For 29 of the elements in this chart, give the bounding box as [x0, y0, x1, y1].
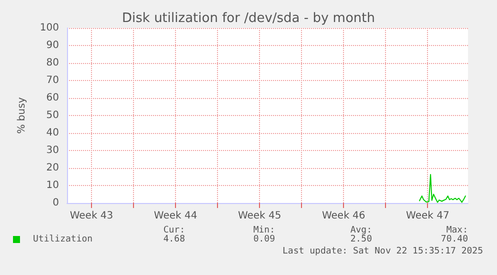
y-tick-label: 10 — [46, 180, 59, 191]
text: Avg: — [350, 226, 372, 236]
x-tick-label: Week 43 — [70, 210, 114, 222]
text: Max: — [446, 226, 468, 236]
text: Min: — [253, 226, 275, 236]
text: 70.40 — [440, 234, 468, 244]
x-tick-label: Week 46 — [322, 210, 366, 222]
chart-title: Disk utilization for /dev/sda - by month — [122, 11, 375, 26]
text: 0.09 — [253, 234, 275, 244]
x-tick-label: Week 45 — [238, 210, 282, 222]
text: Last update: Sat Nov 22 15:35:17 2025 — [282, 246, 483, 256]
y-tick-label: 40 — [46, 128, 59, 138]
y-tick-label: 90 — [46, 40, 59, 51]
y-tick-label: 0 — [52, 198, 59, 208]
legend-label: Utilization — [33, 234, 93, 244]
line-series — [418, 174, 466, 203]
y-tick-label: 70 — [46, 75, 59, 86]
y-tick-label: 80 — [46, 58, 59, 68]
y-tick-label: 50 — [46, 110, 59, 121]
y-tick-label: 60 — [46, 92, 59, 104]
y-tick-label: 100 — [40, 22, 59, 34]
text: Cur: — [163, 226, 185, 236]
x-tick-label: Week 44 — [154, 210, 198, 222]
y-tick-label: 30 — [46, 145, 59, 156]
y-tick-label: 20 — [46, 162, 59, 174]
text: 2.50 — [350, 234, 372, 244]
text: 4.68 — [163, 234, 185, 244]
x-tick-label: Week 47 — [406, 210, 450, 222]
y-axis-title: % busy — [16, 97, 28, 134]
